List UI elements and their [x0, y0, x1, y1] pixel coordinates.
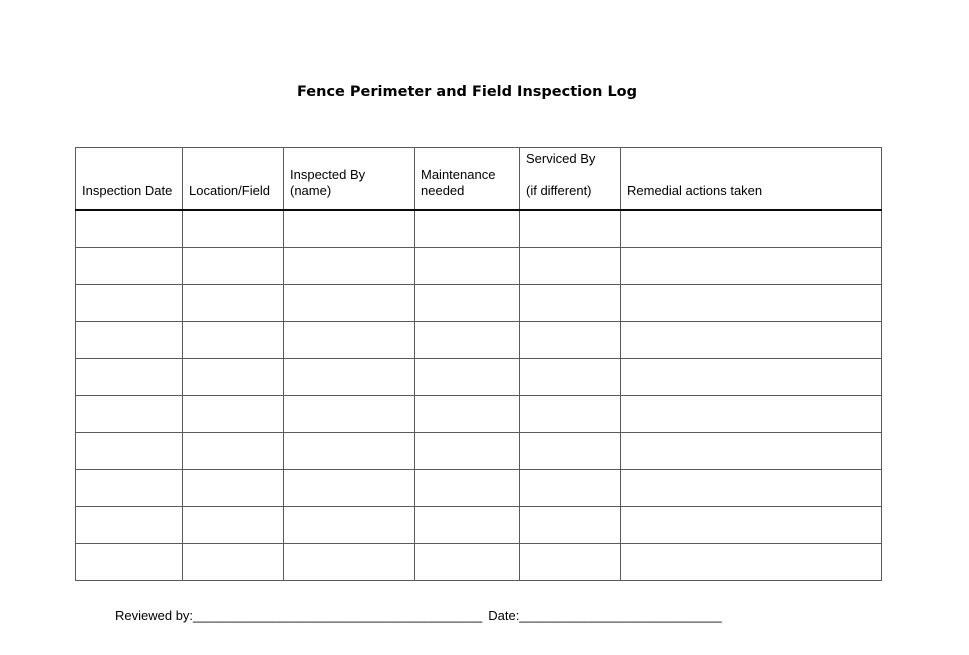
table-cell — [75, 320, 183, 359]
table-cell — [414, 283, 520, 322]
table-cell — [620, 394, 882, 433]
table-cell — [182, 283, 284, 322]
table-cell — [182, 505, 284, 544]
table-cell — [75, 431, 183, 470]
table-cell — [519, 357, 621, 396]
table-cell — [182, 357, 284, 396]
table-cell — [519, 431, 621, 470]
col-header-serviced-by: Serviced By (if different) — [519, 147, 621, 211]
table-cell — [414, 505, 520, 544]
table-cell — [620, 357, 882, 396]
table-cell — [519, 283, 621, 322]
table-cell — [75, 246, 183, 285]
table-cell — [414, 542, 520, 581]
table-cell — [182, 246, 284, 285]
table-cell — [414, 431, 520, 470]
col-header-location-field: Location/Field — [182, 147, 284, 211]
table-cell — [620, 431, 882, 470]
table-cell — [283, 468, 415, 507]
table-cell — [283, 431, 415, 470]
table-cell — [414, 357, 520, 396]
table-cell — [519, 468, 621, 507]
table-cell — [620, 209, 882, 248]
table-cell — [182, 394, 284, 433]
table-row — [75, 505, 882, 544]
table-cell — [283, 394, 415, 433]
table-row — [75, 357, 882, 396]
table-cell — [283, 357, 415, 396]
table-cell — [620, 505, 882, 544]
table-row — [75, 246, 882, 285]
table-cell — [620, 283, 882, 322]
table-row — [75, 283, 882, 322]
inspection-log-table: Inspection Date Location/Field Inspected… — [75, 147, 882, 581]
table-cell — [283, 283, 415, 322]
table-cell — [283, 542, 415, 581]
table-cell — [620, 468, 882, 507]
col-header-maintenance-needed: Maintenance needed — [414, 147, 520, 211]
reviewed-by-blank-line: ________________________________________ — [193, 608, 483, 623]
table-cell — [283, 209, 415, 248]
table-cell — [519, 320, 621, 359]
table-cell — [75, 357, 183, 396]
table-cell — [182, 431, 284, 470]
date-label: Date: — [488, 608, 520, 623]
table-cell — [283, 505, 415, 544]
table-row — [75, 320, 882, 359]
table-cell — [414, 246, 520, 285]
table-cell — [620, 542, 882, 581]
table-cell — [283, 320, 415, 359]
table-cell — [519, 505, 621, 544]
table-cell — [519, 542, 621, 581]
table-cell — [75, 283, 183, 322]
table-body — [75, 209, 882, 581]
review-signature-line: Reviewed by:____________________________… — [115, 608, 722, 624]
col-header-remedial-actions: Remedial actions taken — [620, 147, 882, 211]
col-header-inspection-date: Inspection Date — [75, 147, 183, 211]
table-cell — [519, 246, 621, 285]
date-blank-line: ____________________________ — [519, 608, 722, 623]
table-cell — [414, 468, 520, 507]
table-header-row: Inspection Date Location/Field Inspected… — [75, 147, 882, 211]
table-cell — [182, 468, 284, 507]
table-cell — [75, 468, 183, 507]
col-header-inspected-by: Inspected By (name) — [283, 147, 415, 211]
table-cell — [182, 209, 284, 248]
table-cell — [75, 394, 183, 433]
table-cell — [182, 320, 284, 359]
table-row — [75, 431, 882, 470]
table-cell — [75, 542, 183, 581]
table-cell — [519, 209, 621, 248]
table-cell — [620, 320, 882, 359]
table-cell — [414, 209, 520, 248]
table-cell — [75, 209, 183, 248]
table-cell — [414, 394, 520, 433]
page-title: Fence Perimeter and Field Inspection Log — [296, 84, 638, 100]
table-cell — [283, 246, 415, 285]
table-cell — [519, 394, 621, 433]
table-cell — [620, 246, 882, 285]
table-row — [75, 394, 882, 433]
table-cell — [75, 505, 183, 544]
table-row — [75, 542, 882, 581]
reviewed-by-label: Reviewed by: — [115, 608, 194, 623]
table-row — [75, 209, 882, 248]
table-row — [75, 468, 882, 507]
table-cell — [182, 542, 284, 581]
table-cell — [414, 320, 520, 359]
